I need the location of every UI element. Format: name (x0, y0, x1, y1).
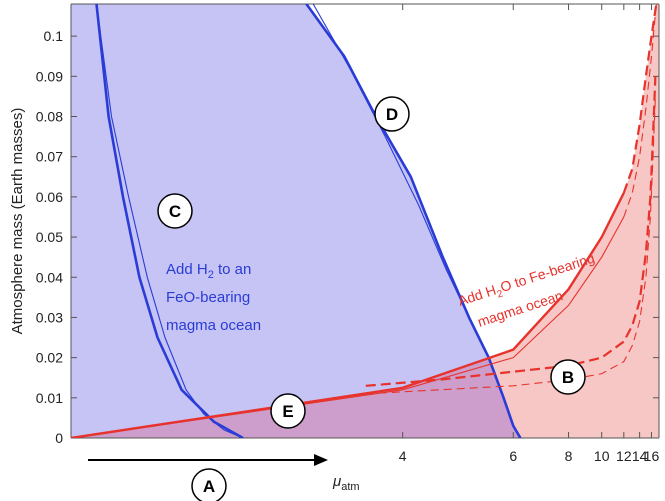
svg-text:B: B (562, 368, 574, 387)
series-line-red-dash-thick (365, 76, 657, 387)
region-fills (71, 4, 659, 438)
y-tick-label: 0.05 (36, 229, 63, 245)
series-line-blue-thin (95, 4, 244, 438)
y-tick-label: 0.03 (36, 309, 63, 325)
x-tick-label: 4 (399, 448, 407, 464)
region-marker-a: A (191, 468, 227, 501)
svg-text:E: E (282, 402, 293, 421)
x-tick-label: 12 (616, 448, 632, 464)
x-tick-label: 6 (509, 448, 517, 464)
y-axis-label: Atmosphere mass (Earth masses) (9, 108, 26, 335)
x-tick-label: 16 (644, 448, 660, 464)
y-tick-label: 0.06 (36, 189, 63, 205)
series-line-blue-thin (312, 4, 521, 438)
series-line-red-dash-thin (623, 4, 657, 218)
y-tick-label: 0.08 (36, 109, 63, 125)
x-tick-label: 10 (594, 448, 610, 464)
y-tick-label: 0.07 (36, 149, 63, 165)
region-marker-b: B (550, 359, 586, 395)
y-tick-label: 0.09 (36, 68, 63, 84)
region-marker-e: E (270, 393, 306, 429)
x-axis-label: μatm (332, 473, 360, 493)
blue-region-fill (71, 4, 521, 438)
series-line-red-dash-thin (365, 96, 656, 395)
region-marker-d: D (374, 96, 410, 132)
blue-annotation-line: magma ocean (166, 317, 261, 334)
svg-text:C: C (169, 202, 181, 221)
tick-labels: 0 0.01 0.02 0.03 0.04 0.05 0.06 0.07 0.08 0.09 0.1… (36, 28, 660, 464)
blue-annotation-line: Add H2 to an (166, 261, 251, 281)
y-tick-label: 0.02 (36, 350, 63, 366)
axes (70, 3, 660, 439)
y-tick-label: 0 (55, 430, 63, 446)
series-line-red-solid-thin (71, 216, 625, 438)
curves (71, 4, 658, 438)
red-region-fill (71, 4, 659, 438)
y-tick-label: 0.04 (36, 269, 63, 285)
series-line-red-dash-thick (622, 4, 658, 194)
arrow-icon (88, 454, 328, 466)
svg-text:D: D (386, 105, 398, 124)
region-marker-c: C (157, 193, 193, 229)
svg-text:A: A (203, 477, 215, 496)
region-markers: A B C D E (157, 96, 586, 501)
x-tick-label: 8 (565, 448, 573, 464)
x-tick-label: 14 (632, 448, 648, 464)
y-tick-label: 0.01 (36, 390, 63, 406)
series-line-red-solid-thick (71, 192, 625, 438)
y-tick-label: 0.1 (44, 28, 64, 44)
blue-annotation-line: FeO-bearing (166, 289, 250, 306)
